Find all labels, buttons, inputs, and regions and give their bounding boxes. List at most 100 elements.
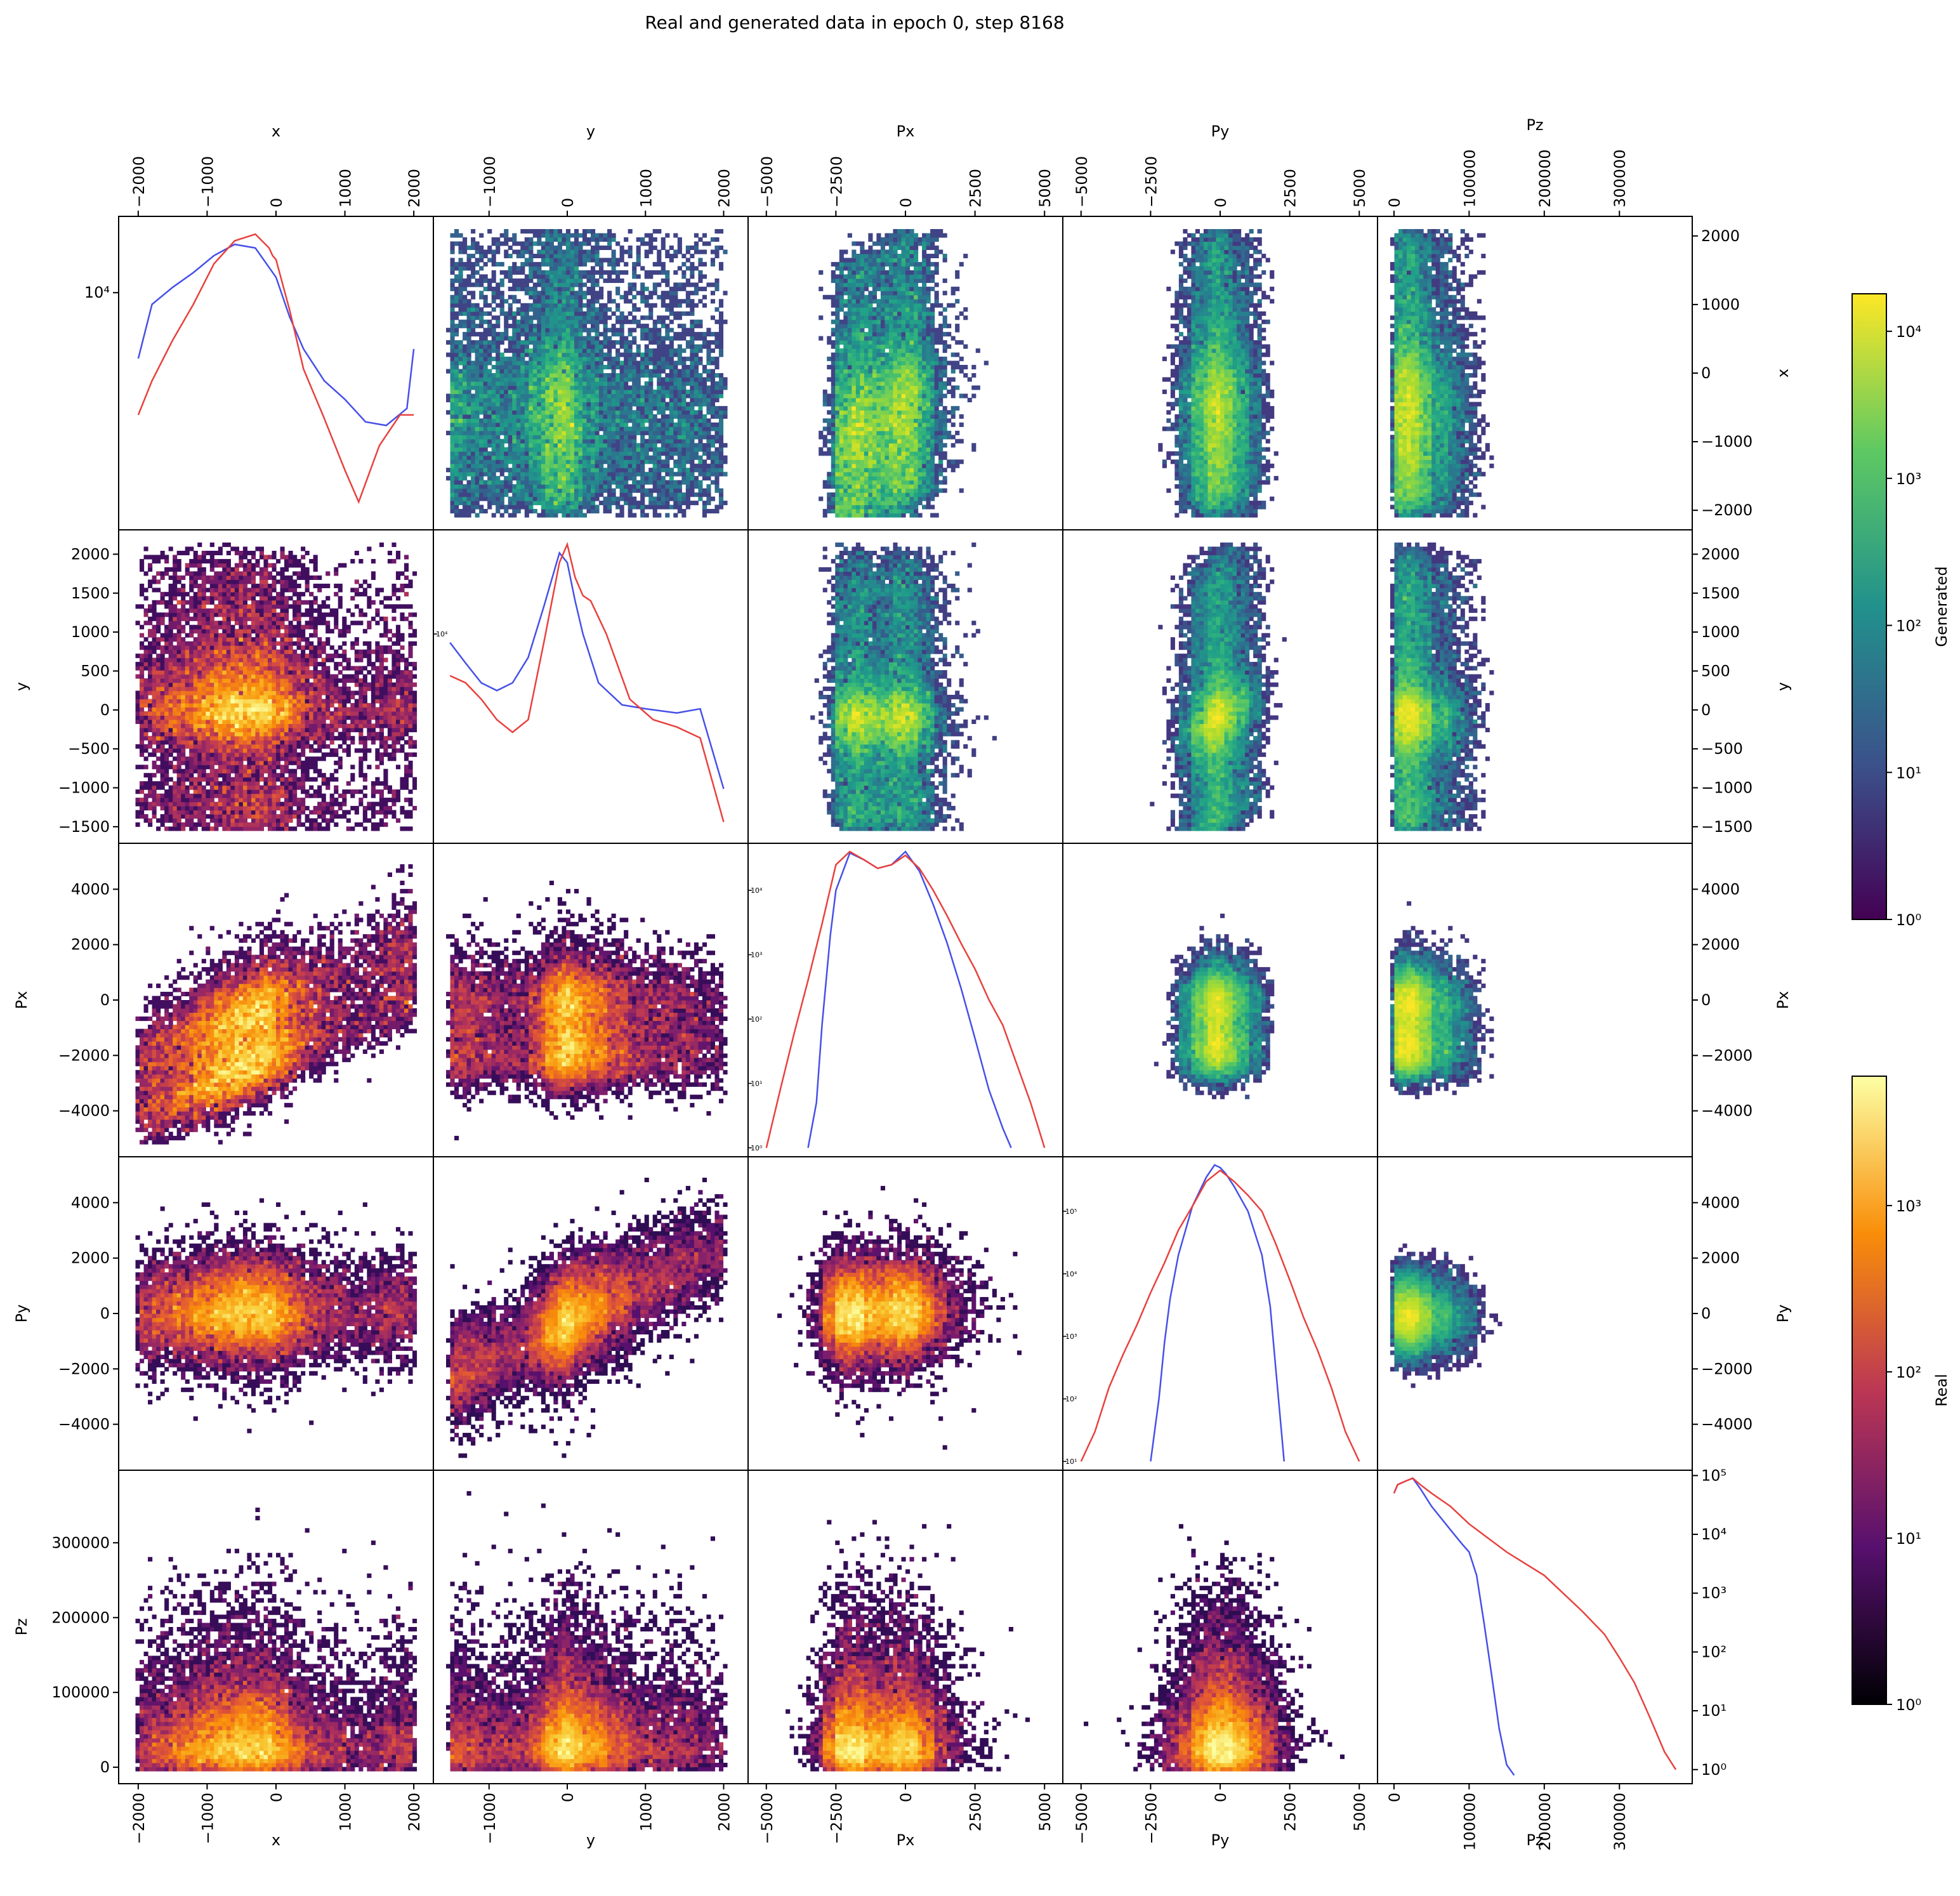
heatmap-cell bbox=[492, 423, 496, 427]
heatmap-cell bbox=[516, 480, 521, 485]
heatmap-cell bbox=[500, 426, 504, 431]
heatmap-cell bbox=[529, 447, 533, 452]
heatmap-cell bbox=[698, 390, 702, 394]
heatmap-cell bbox=[529, 451, 533, 456]
heatmap-cell bbox=[702, 468, 707, 472]
heatmap-cell bbox=[714, 456, 719, 460]
heatmap-cell bbox=[706, 402, 711, 406]
heatmap-cell bbox=[516, 472, 521, 477]
heatmap-cell bbox=[582, 451, 587, 456]
heatmap-cell bbox=[673, 489, 678, 493]
heatmap-cell bbox=[520, 410, 525, 414]
heatmap-cell bbox=[669, 456, 674, 460]
heatmap-cell bbox=[545, 435, 549, 439]
heatmap-cell bbox=[558, 497, 562, 501]
heatmap-cell bbox=[669, 402, 674, 406]
heatmap-cell bbox=[586, 489, 591, 493]
heatmap-cell bbox=[636, 398, 641, 402]
heatmap-cell bbox=[508, 426, 513, 431]
heatmap-cell bbox=[549, 402, 554, 406]
heatmap-cell bbox=[636, 472, 641, 477]
heatmap-cell bbox=[496, 489, 500, 493]
heatmap-cell bbox=[681, 381, 686, 386]
heatmap-cell bbox=[467, 398, 471, 402]
heatmap-cell bbox=[516, 423, 521, 427]
heatmap-cell bbox=[591, 393, 595, 398]
heatmap-cell bbox=[451, 492, 455, 497]
heatmap-cell bbox=[723, 472, 727, 477]
heatmap-cell bbox=[525, 456, 529, 460]
heatmap-cell bbox=[516, 435, 521, 439]
heatmap-cell bbox=[492, 447, 496, 452]
heatmap-cell bbox=[508, 418, 513, 423]
heatmap-cell bbox=[463, 476, 467, 480]
heatmap-cell bbox=[640, 472, 645, 477]
heatmap-cell bbox=[459, 513, 463, 518]
heatmap-cell bbox=[520, 489, 525, 493]
heatmap-cell bbox=[500, 456, 504, 460]
heatmap-cell bbox=[607, 480, 612, 485]
heatmap-cell bbox=[508, 414, 513, 419]
heatmap-cell bbox=[678, 501, 682, 505]
heatmap-cell bbox=[553, 492, 558, 497]
heatmap-cell bbox=[570, 439, 574, 444]
heatmap-cell bbox=[471, 423, 475, 427]
heatmap-cell bbox=[645, 456, 649, 460]
heatmap-cell bbox=[516, 456, 521, 460]
heatmap-cell bbox=[483, 435, 488, 439]
heatmap-cell bbox=[467, 484, 471, 489]
heatmap-cell bbox=[574, 484, 579, 489]
heatmap-cell bbox=[648, 426, 653, 431]
heatmap-cell bbox=[586, 426, 591, 431]
heatmap-cell bbox=[665, 423, 669, 427]
heatmap-cell bbox=[566, 418, 570, 423]
heatmap-cell bbox=[467, 385, 471, 390]
heatmap-cell bbox=[665, 480, 669, 485]
heatmap-cell bbox=[719, 472, 723, 477]
heatmap-cell bbox=[714, 423, 719, 427]
heatmap-cell bbox=[574, 410, 579, 414]
heatmap-cell bbox=[479, 398, 483, 402]
heatmap-cell bbox=[529, 472, 533, 477]
heatmap-cell bbox=[711, 398, 715, 402]
heatmap-cell bbox=[570, 480, 574, 485]
heatmap-cell bbox=[512, 443, 516, 447]
heatmap-cell bbox=[451, 459, 455, 464]
heatmap-cell bbox=[525, 423, 529, 427]
heatmap-cell bbox=[463, 406, 467, 411]
heatmap-cell bbox=[690, 468, 694, 472]
heatmap-cell bbox=[500, 447, 504, 452]
heatmap-cell bbox=[537, 410, 541, 414]
heatmap-cell bbox=[640, 464, 645, 468]
heatmap-cell bbox=[620, 492, 624, 497]
heatmap-cell bbox=[496, 435, 500, 439]
heatmap-cell bbox=[492, 385, 496, 390]
heatmap-cell bbox=[714, 484, 719, 489]
heatmap-cell bbox=[615, 459, 620, 464]
heatmap-cell bbox=[454, 501, 459, 505]
heatmap-cell bbox=[463, 492, 467, 497]
heatmap-cell bbox=[479, 443, 483, 447]
histogram-x: 10⁴ bbox=[84, 234, 414, 502]
heatmap-cell bbox=[702, 472, 707, 477]
heatmap-cell bbox=[463, 423, 467, 427]
heatmap-cell bbox=[487, 426, 492, 431]
heatmap-cell bbox=[578, 435, 582, 439]
heatmap-cell bbox=[586, 406, 591, 411]
heatmap-cell bbox=[471, 381, 475, 386]
heatmap-cell bbox=[562, 497, 566, 501]
heatmap-cell bbox=[678, 492, 682, 497]
heatmap-cell bbox=[640, 426, 645, 431]
heatmap-cell bbox=[512, 423, 516, 427]
heatmap-cell bbox=[500, 497, 504, 501]
heatmap-cell bbox=[640, 492, 645, 497]
heatmap-cell bbox=[702, 447, 707, 452]
heatmap-cell bbox=[508, 402, 513, 406]
heatmap-cell bbox=[582, 431, 587, 435]
heatmap-cell bbox=[512, 402, 516, 406]
heatmap-cell bbox=[612, 492, 616, 497]
heatmap-cell bbox=[706, 435, 711, 439]
heatmap-cell bbox=[483, 402, 488, 406]
heatmap-cell bbox=[653, 431, 657, 435]
heatmap-cell bbox=[504, 410, 508, 414]
